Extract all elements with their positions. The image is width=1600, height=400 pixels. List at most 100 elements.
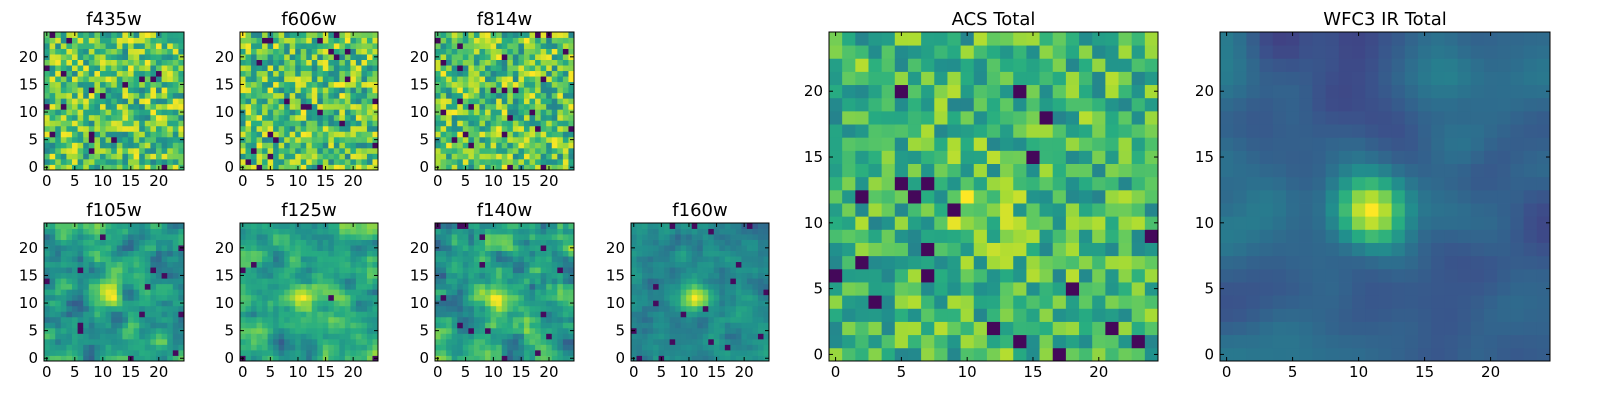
heatmap-cell	[523, 300, 530, 307]
heatmap-cell	[278, 245, 285, 251]
heatmap-cell	[366, 338, 373, 345]
heatmap-cell	[457, 120, 464, 127]
heatmap-cell	[473, 294, 480, 301]
heatmap-cell	[372, 98, 379, 105]
heatmap-cell	[49, 48, 56, 55]
heatmap-cell	[161, 76, 168, 83]
heatmap-cell	[557, 344, 564, 351]
heatmap-cell	[518, 37, 525, 44]
heatmap-cell	[446, 136, 453, 143]
heatmap-cell	[256, 256, 263, 263]
heatmap-cell	[284, 153, 291, 160]
heatmap-cell	[1118, 176, 1133, 191]
heatmap-cell	[284, 65, 291, 72]
y-tick-label: 10	[606, 294, 625, 312]
heatmap-cell	[55, 153, 62, 160]
heatmap-cell	[156, 311, 162, 318]
heatmap-cell	[1118, 282, 1133, 296]
heatmap-cell	[562, 283, 569, 290]
heatmap-cell	[446, 283, 453, 290]
heatmap-cell	[88, 98, 95, 105]
heatmap-cell	[631, 322, 637, 329]
heatmap-cell	[150, 131, 157, 138]
heatmap-cell	[451, 322, 458, 329]
heatmap-cell	[462, 344, 469, 351]
heatmap-cell	[855, 203, 869, 217]
heatmap-cell	[451, 333, 458, 340]
heatmap-cell	[757, 256, 764, 263]
heatmap-cell	[339, 59, 346, 66]
heatmap-cell	[518, 338, 525, 345]
heatmap-cell	[361, 245, 368, 251]
heatmap-cell	[317, 158, 324, 165]
heatmap-cell	[167, 294, 174, 301]
heatmap-cell	[523, 344, 530, 351]
heatmap-cell	[94, 114, 101, 121]
heatmap-cell	[451, 267, 458, 274]
heatmap-cell	[468, 278, 475, 285]
heatmap-cell	[562, 98, 569, 105]
y-tick-label: 20	[215, 48, 234, 66]
heatmap-cell	[829, 334, 843, 349]
heatmap-cell	[735, 261, 742, 268]
heatmap-cell	[735, 283, 742, 290]
heatmap-cell	[1105, 255, 1119, 270]
heatmap-cell	[44, 322, 50, 329]
heatmap-cell	[496, 245, 503, 251]
heatmap-cell	[150, 164, 157, 171]
heatmap-cell	[44, 333, 50, 340]
axes-frame	[434, 31, 575, 171]
heatmap-cell	[100, 234, 106, 240]
heatmap-cell	[468, 316, 475, 323]
heatmap-cell	[295, 228, 302, 235]
heatmap-cell	[529, 76, 536, 83]
heatmap-cell	[568, 234, 575, 240]
heatmap-cell	[150, 81, 157, 88]
heatmap-cell	[361, 316, 368, 323]
heatmap-cell	[289, 344, 296, 351]
heatmap-cell	[562, 228, 569, 235]
heatmap-cell	[691, 349, 698, 356]
heatmap-cell	[55, 54, 62, 60]
heatmap-cell	[529, 245, 536, 251]
heatmap-cell	[462, 136, 469, 143]
heatmap-cell	[300, 228, 307, 235]
heatmap-cell	[446, 142, 453, 149]
heatmap-cell	[451, 327, 458, 334]
heatmap-cell	[490, 272, 497, 279]
heatmap-cell	[66, 256, 73, 263]
heatmap-cell	[713, 239, 720, 246]
heatmap-cell	[355, 158, 362, 165]
heatmap-cell	[267, 125, 274, 132]
heatmap-cell	[262, 327, 268, 334]
heatmap-cell	[333, 125, 340, 132]
heatmap-cell	[361, 311, 368, 318]
heatmap-cell	[256, 349, 263, 356]
heatmap-cell	[295, 256, 302, 263]
heatmap-cell	[105, 338, 112, 345]
heatmap-cell	[144, 120, 151, 127]
heatmap-cell	[60, 147, 67, 154]
heatmap-cell	[328, 245, 335, 251]
heatmap-cell	[675, 305, 682, 312]
heatmap-cell	[317, 153, 324, 160]
heatmap-cell	[435, 338, 441, 345]
heatmap-cell	[83, 70, 90, 77]
heatmap-cell	[490, 245, 497, 251]
heatmap-cell	[300, 43, 307, 49]
heatmap-cell	[708, 245, 715, 251]
heatmap-cell	[55, 333, 62, 340]
heatmap-cell	[83, 147, 90, 154]
heatmap-cell	[462, 267, 469, 274]
heatmap-cell	[1092, 282, 1106, 296]
heatmap-cell	[741, 338, 748, 345]
x-tick-label: 0	[433, 363, 443, 381]
heatmap-cell	[934, 347, 948, 362]
heatmap-cell	[496, 65, 503, 72]
heatmap-cell	[702, 272, 709, 279]
heatmap-cell	[691, 239, 698, 246]
heatmap-cell	[473, 37, 480, 44]
heatmap-cell	[150, 322, 157, 329]
heatmap-cell	[763, 256, 770, 263]
